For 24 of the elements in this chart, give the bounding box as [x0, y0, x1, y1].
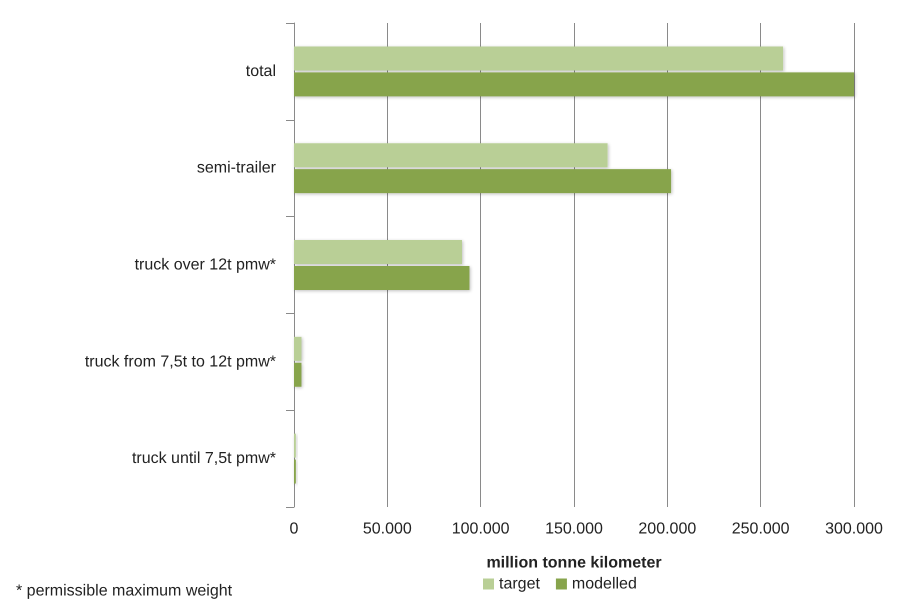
y-tick-label: total: [246, 62, 276, 80]
y-tick-label: truck from 7,5t to 12t pmw*: [84, 353, 276, 370]
x-tick-label: 100.000: [452, 520, 510, 538]
bar: [294, 169, 672, 194]
y-tick-label: truck over 12t pmw*: [134, 256, 276, 274]
y-tick-label: truck until 7,5t pmw*: [132, 450, 276, 468]
x-tick-label: 200.000: [638, 520, 696, 538]
text: * permissible maximum weight: [16, 582, 233, 600]
y-tick-label: semi-trailer: [196, 160, 277, 177]
bar: [294, 46, 784, 70]
bar: [294, 240, 462, 264]
x-tick-label: 150.000: [545, 520, 604, 538]
legend-label: modelled: [572, 576, 637, 592]
x-tick-label: 0: [290, 520, 299, 538]
bar: [294, 336, 302, 361]
bar: [294, 266, 470, 290]
bar: [294, 362, 302, 387]
x-tick-label: 300.000: [825, 520, 884, 538]
x-tick-label: 50.000: [362, 520, 412, 538]
legend-label: target: [499, 576, 540, 592]
bar: [294, 72, 854, 96]
x-tick-label: 250.000: [732, 520, 790, 538]
bar: [294, 143, 608, 168]
x-axis-title: million tonne kilometer: [486, 554, 662, 572]
